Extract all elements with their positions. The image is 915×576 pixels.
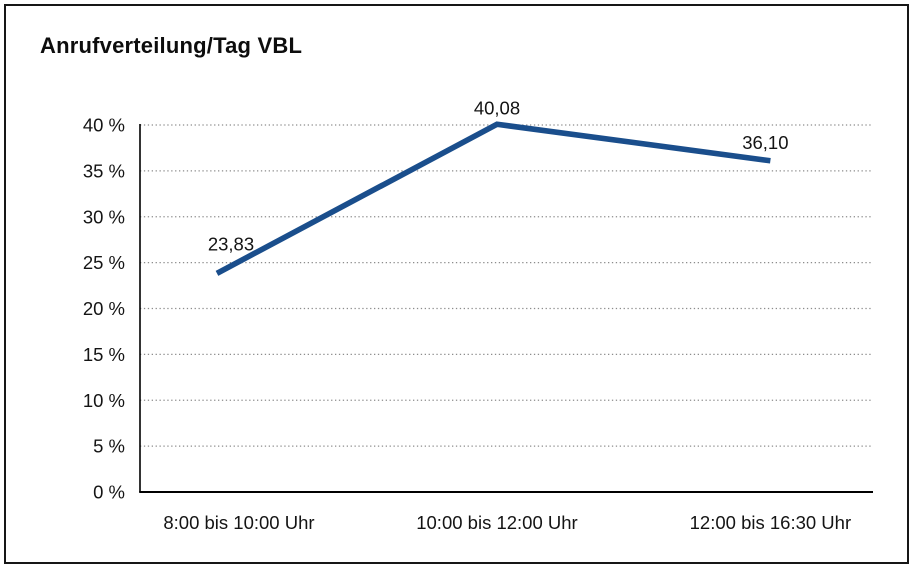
data-line	[215, 121, 771, 276]
data-point-label: 23,83	[208, 233, 254, 254]
x-category-label: 10:00 bis 12:00 Uhr	[416, 512, 577, 533]
y-tick-label: 5 %	[93, 436, 125, 457]
y-tick-label: 40 %	[83, 115, 125, 136]
y-tick-label: 20 %	[83, 298, 125, 319]
data-point-label: 40,08	[474, 97, 520, 118]
y-tick-label: 25 %	[83, 252, 125, 273]
data-point-label: 36,10	[742, 132, 788, 153]
chart-title: Anrufverteilung/Tag VBL	[40, 33, 303, 58]
y-tick-label: 0 %	[93, 482, 125, 503]
x-category-label: 12:00 bis 16:30 Uhr	[690, 512, 851, 533]
x-category-label: 8:00 bis 10:00 Uhr	[163, 512, 314, 533]
chart-frame	[4, 4, 909, 564]
y-tick-label: 15 %	[83, 344, 125, 365]
y-tick-label: 30 %	[83, 206, 125, 227]
y-tick-label: 35 %	[83, 160, 125, 181]
y-tick-label: 10 %	[83, 390, 125, 411]
